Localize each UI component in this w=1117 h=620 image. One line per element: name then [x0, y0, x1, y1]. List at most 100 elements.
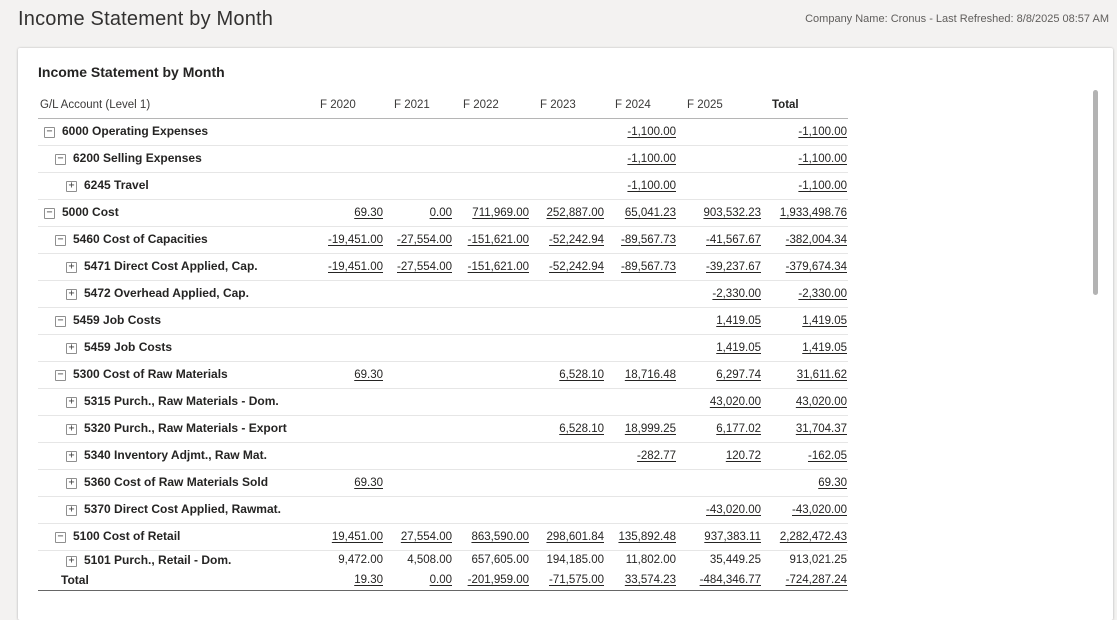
value-cell[interactable]: 65,041.23	[605, 199, 677, 227]
value-cell[interactable]: -19,451.00	[310, 226, 384, 254]
column-header-row: G/L Account (Level 1) F 2020 F 2021 F 2022…	[38, 92, 848, 119]
value-cell[interactable]: 31,611.62	[762, 361, 848, 389]
collapse-icon[interactable]: −	[44, 207, 55, 219]
value-cell[interactable]: -2,330.00	[677, 280, 762, 308]
value-cell[interactable]: -1,100.00	[762, 145, 848, 173]
value-cell[interactable]: -39,237.67	[677, 253, 762, 281]
value-cell	[605, 388, 677, 416]
expand-icon[interactable]: +	[66, 555, 77, 567]
table-row: −6000 Operating Expenses -1,100.00 -1,100.…	[38, 118, 848, 146]
collapse-icon[interactable]: −	[44, 126, 55, 138]
value-cell[interactable]: 0.00	[384, 570, 453, 591]
value-cell[interactable]: 135,892.48	[605, 523, 677, 551]
value-cell[interactable]: 6,297.74	[677, 361, 762, 389]
value-cell[interactable]: 1,419.05	[762, 334, 848, 362]
value-cell[interactable]: 43,020.00	[762, 388, 848, 416]
row-label: 6200 Selling Expenses	[73, 151, 202, 166]
value-cell[interactable]: -2,330.00	[762, 280, 848, 308]
value-cell[interactable]: 18,999.25	[605, 415, 677, 443]
value-cell[interactable]: -282.77	[605, 442, 677, 470]
value-cell[interactable]: -52,242.94	[530, 253, 605, 281]
value-cell[interactable]: 69.30	[310, 361, 384, 389]
value-cell[interactable]: 18,716.48	[605, 361, 677, 389]
column-header-f-2020[interactable]: F 2020	[310, 92, 384, 119]
column-header-total[interactable]: Total	[762, 92, 848, 119]
value-cell[interactable]: 19,451.00	[310, 523, 384, 551]
collapse-icon[interactable]: −	[55, 315, 66, 327]
expand-icon[interactable]: +	[66, 423, 77, 435]
value-cell[interactable]: -89,567.73	[605, 226, 677, 254]
value-cell[interactable]: -41,567.67	[677, 226, 762, 254]
value-cell[interactable]: 69.30	[310, 199, 384, 227]
collapse-icon[interactable]: −	[55, 153, 66, 165]
value-cell[interactable]: 298,601.84	[530, 523, 605, 551]
expand-icon[interactable]: +	[66, 261, 77, 273]
expand-icon[interactable]: +	[66, 504, 77, 516]
value-cell[interactable]: -151,621.00	[453, 253, 530, 281]
value-cell[interactable]: -89,567.73	[605, 253, 677, 281]
value-cell[interactable]: -52,242.94	[530, 226, 605, 254]
value-cell[interactable]: 903,532.23	[677, 199, 762, 227]
expand-icon[interactable]: +	[66, 477, 77, 489]
value-cell[interactable]: 711,969.00	[453, 199, 530, 227]
value-cell[interactable]: 43,020.00	[677, 388, 762, 416]
value-cell[interactable]: -162.05	[762, 442, 848, 470]
value-cell[interactable]: -27,554.00	[384, 226, 453, 254]
value-cell[interactable]: -71,575.00	[530, 570, 605, 591]
value-cell[interactable]: -1,100.00	[762, 172, 848, 200]
value-cell[interactable]: 6,528.10	[530, 415, 605, 443]
expand-icon[interactable]: +	[66, 288, 77, 300]
column-header-f-2021[interactable]: F 2021	[384, 92, 453, 119]
value-cell[interactable]: 6,528.10	[530, 361, 605, 389]
value-cell[interactable]: 863,590.00	[453, 523, 530, 551]
expand-icon[interactable]: +	[66, 450, 77, 462]
value-cell[interactable]: 120.72	[677, 442, 762, 470]
value-cell[interactable]: -151,621.00	[453, 226, 530, 254]
value-cell	[384, 469, 453, 497]
value-cell[interactable]: 252,887.00	[530, 199, 605, 227]
value-cell	[384, 415, 453, 443]
value-cell	[530, 280, 605, 308]
value-cell[interactable]: 937,383.11	[677, 523, 762, 551]
value-cell[interactable]: -43,020.00	[677, 496, 762, 524]
collapse-icon[interactable]: −	[55, 531, 66, 543]
value-cell[interactable]: 2,282,472.43	[762, 523, 848, 551]
value-cell[interactable]: 6,177.02	[677, 415, 762, 443]
value-cell[interactable]: 1,933,498.76	[762, 199, 848, 227]
column-header-gl-account[interactable]: G/L Account (Level 1)	[38, 92, 310, 119]
value-cell[interactable]: -201,959.00	[453, 570, 530, 591]
value-cell[interactable]: -1,100.00	[762, 118, 848, 146]
vertical-scrollbar-thumb[interactable]	[1093, 90, 1098, 295]
column-header-f-2023[interactable]: F 2023	[530, 92, 605, 119]
column-header-f-2025[interactable]: F 2025	[677, 92, 762, 119]
collapse-icon[interactable]: −	[55, 369, 66, 381]
value-cell[interactable]: -1,100.00	[605, 172, 677, 200]
value-cell	[453, 388, 530, 416]
value-cell[interactable]: -1,100.00	[605, 145, 677, 173]
value-cell[interactable]: 1,419.05	[677, 307, 762, 335]
expand-icon[interactable]: +	[66, 180, 77, 192]
value-cell[interactable]: 19.30	[310, 570, 384, 591]
value-cell[interactable]: -724,287.24	[762, 570, 848, 591]
value-cell[interactable]: -379,674.34	[762, 253, 848, 281]
expand-icon[interactable]: +	[66, 342, 77, 354]
value-cell[interactable]: 0.00	[384, 199, 453, 227]
value-cell[interactable]: -43,020.00	[762, 496, 848, 524]
value-cell[interactable]: 69.30	[310, 469, 384, 497]
value-cell[interactable]: -382,004.34	[762, 226, 848, 254]
value-cell[interactable]: 27,554.00	[384, 523, 453, 551]
column-header-f-2022[interactable]: F 2022	[453, 92, 530, 119]
expand-icon[interactable]: +	[66, 396, 77, 408]
value-cell[interactable]: 1,419.05	[762, 307, 848, 335]
collapse-icon[interactable]: −	[55, 234, 66, 246]
company-refresh-info: Company Name: Cronus - Last Refreshed: 8…	[805, 13, 1109, 25]
value-cell[interactable]: 33,574.23	[605, 570, 677, 591]
value-cell[interactable]: -19,451.00	[310, 253, 384, 281]
value-cell[interactable]: 31,704.37	[762, 415, 848, 443]
value-cell[interactable]: 69.30	[762, 469, 848, 497]
value-cell[interactable]: 1,419.05	[677, 334, 762, 362]
value-cell[interactable]: -484,346.77	[677, 570, 762, 591]
column-header-f-2024[interactable]: F 2024	[605, 92, 677, 119]
value-cell[interactable]: -27,554.00	[384, 253, 453, 281]
value-cell[interactable]: -1,100.00	[605, 118, 677, 146]
